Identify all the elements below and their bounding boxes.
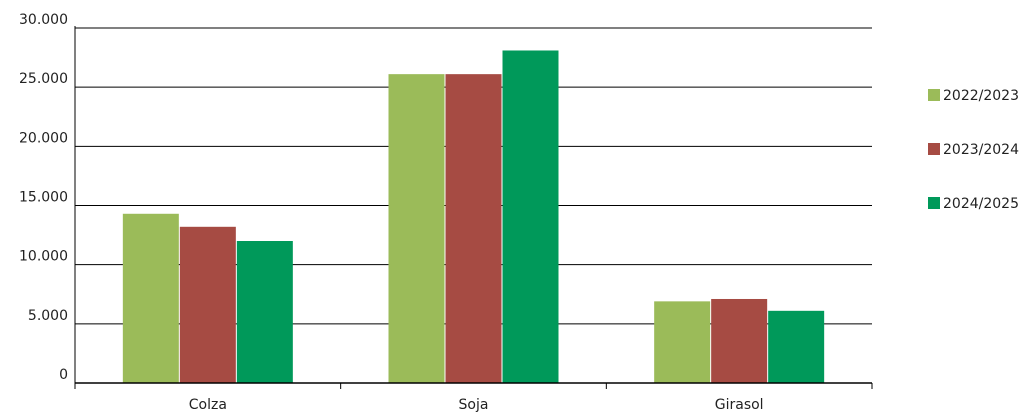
y-tick-label: 20.000: [19, 130, 68, 146]
bar-girasol-2024-2025: [768, 310, 825, 383]
bar-soja-2023-2024: [445, 74, 502, 384]
y-axis-tick-labels: 0 5.000 10.000 15.000 20.000 25.000 30.000: [19, 12, 68, 383]
bar-soja-2024-2025: [502, 50, 559, 383]
legend-swatch: [928, 197, 940, 209]
legend-swatch: [928, 143, 940, 155]
legend: 2022/2023 2023/2024 2024/2025: [928, 88, 1019, 212]
legend-swatch: [928, 89, 940, 101]
y-tick-label: 15.000: [19, 190, 68, 206]
bar-colza-2023-2024: [179, 226, 236, 383]
bar-colza-2022-2023: [122, 213, 179, 383]
x-category-label: Girasol: [715, 397, 764, 413]
y-tick-label: 10.000: [19, 249, 68, 265]
bar-colza-2024-2025: [236, 241, 293, 383]
y-tick-label: 25.000: [19, 71, 68, 87]
x-category-label: Soja: [459, 397, 489, 413]
bar-soja-2022-2023: [388, 74, 445, 384]
legend-label: 2024/2025: [943, 196, 1019, 212]
y-tick-label: 5.000: [28, 308, 68, 324]
x-category-label: Colza: [189, 397, 227, 413]
legend-label: 2022/2023: [943, 88, 1019, 104]
x-axis: [74, 26, 873, 389]
bars: [122, 50, 825, 384]
y-tick-label: 0: [59, 367, 68, 383]
y-tick-label: 30.000: [19, 12, 68, 28]
legend-label: 2023/2024: [943, 142, 1019, 158]
x-axis-category-labels: Colza Soja Girasol: [189, 397, 764, 413]
bar-girasol-2023-2024: [711, 298, 768, 383]
bar-girasol-2022-2023: [654, 301, 711, 383]
